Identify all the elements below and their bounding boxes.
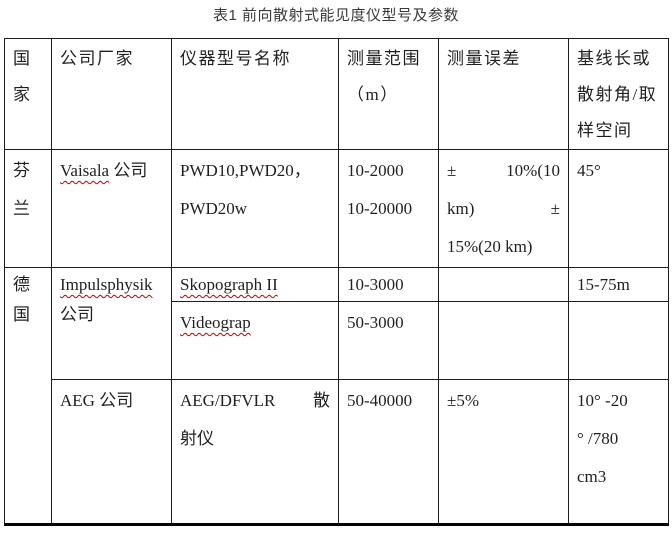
cell-baseline-aeg: 10° -20 ° /780 cm3 bbox=[568, 379, 669, 525]
cell-baseline-videograp bbox=[568, 301, 669, 380]
cell-error-aeg: ±5% bbox=[438, 379, 569, 525]
cell-range-finland: 10-2000 10-20000 bbox=[338, 149, 439, 268]
header-country: 国家 bbox=[4, 38, 52, 150]
header-company: 公司厂家 bbox=[51, 38, 172, 150]
cell-model-skopograph: Skopograph II bbox=[171, 267, 339, 302]
row-germany-videograp: Videograp 50-3000 bbox=[5, 301, 669, 380]
cell-baseline-skopograph: 15-75m bbox=[568, 267, 669, 302]
cell-company-aeg: AEG 公司 bbox=[51, 379, 172, 525]
company-suffix: 公司 bbox=[109, 161, 148, 180]
cell-range-skopograph: 10-3000 bbox=[338, 267, 439, 302]
cell-range-videograp: 50-3000 bbox=[338, 301, 439, 380]
cell-model-videograp: Videograp bbox=[171, 301, 339, 380]
cell-country-germany: 德国 bbox=[4, 267, 52, 525]
cell-model-pwd: PWD10,PWD20， PWD20w bbox=[171, 149, 339, 268]
header-model: 仪器型号名称 bbox=[171, 38, 339, 150]
misspelled-word: Videograp bbox=[180, 313, 251, 332]
header-error: 测量误差 bbox=[438, 38, 569, 150]
row-finland: 芬兰 Vaisala 公司 PWD10,PWD20， PWD20w 10-2000… bbox=[4, 149, 669, 268]
cell-error-videograp bbox=[438, 301, 569, 380]
cell-model-aeg: AEG/DFVLR 散射仪 bbox=[171, 379, 339, 525]
header-baseline: 基线长或 散射角/取 样空间 bbox=[568, 38, 669, 150]
cell-range-aeg: 50-40000 bbox=[338, 379, 439, 525]
row-germany-aeg: AEG 公司 AEG/DFVLR 散射仪 50-40000 ±5% 10° -20… bbox=[5, 379, 669, 525]
visibility-meter-table: 国家 公司厂家 仪器型号名称 测量范围 （m） 测量误差 基线长或 散射角/取 样空间… bbox=[4, 38, 669, 526]
header-range: 测量范围 （m） bbox=[338, 38, 439, 150]
cell-error-finland: ±10%(10 km) ±15%(20 km) bbox=[438, 149, 569, 268]
cell-error-skopograph bbox=[438, 267, 569, 302]
page-title: 表1 前向散射式能见度仪型号及参数 bbox=[212, 7, 459, 24]
cell-country-finland: 芬兰 bbox=[4, 149, 52, 268]
cell-company-impulsphysik: Impulsphysik 公司 bbox=[51, 267, 172, 380]
cell-company-vaisala: Vaisala 公司 bbox=[51, 149, 172, 268]
company-suffix: 公司 bbox=[60, 305, 94, 324]
misspelled-word: Vaisala bbox=[60, 161, 110, 180]
misspelled-word: Impulsphysik bbox=[60, 275, 153, 294]
row-germany-skopograph: 德国 Impulsphysik 公司 Skopograph II 10-3000… bbox=[4, 267, 669, 525]
misspelled-word: Skopograph II bbox=[180, 275, 278, 294]
cell-baseline-finland: 45° bbox=[568, 149, 669, 268]
header-row: 国家 公司厂家 仪器型号名称 测量范围 （m） 测量误差 基线长或 散射角/取 样空间 bbox=[4, 38, 669, 150]
